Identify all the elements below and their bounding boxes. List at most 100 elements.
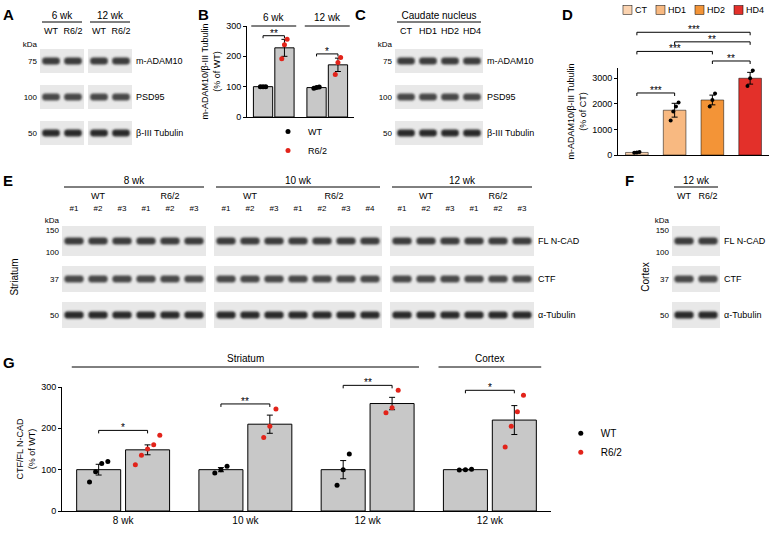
svg-text:**: **: [270, 28, 278, 39]
svg-text:α-Tubulin: α-Tubulin: [538, 310, 575, 320]
svg-text:200: 200: [226, 51, 241, 61]
svg-text:Striatum: Striatum: [9, 258, 20, 295]
svg-text:0: 0: [51, 506, 56, 516]
svg-text:kDa: kDa: [45, 216, 60, 225]
svg-text:FL N-CAD: FL N-CAD: [724, 236, 766, 246]
svg-text:#3: #3: [118, 204, 127, 213]
svg-text:#3: #3: [270, 204, 279, 213]
svg-text:Striatum: Striatum: [227, 353, 264, 364]
svg-text:#4: #4: [366, 204, 375, 213]
svg-text:**: **: [364, 377, 372, 388]
svg-text:D: D: [562, 6, 573, 23]
svg-text:150: 150: [46, 226, 60, 235]
svg-text:WT: WT: [419, 191, 433, 201]
svg-text:R6/2: R6/2: [63, 26, 82, 36]
svg-text:HD2: HD2: [441, 26, 459, 36]
svg-text:#3: #3: [446, 204, 455, 213]
svg-text:m-ADAM10/β-III Tubulin(% of CT: m-ADAM10/β-III Tubulin(% of CT): [566, 63, 588, 159]
svg-text:**: **: [727, 53, 735, 64]
svg-text:R6/2: R6/2: [111, 26, 130, 36]
svg-text:E: E: [3, 172, 13, 189]
svg-text:α-Tubulin: α-Tubulin: [724, 310, 761, 320]
svg-text:3000: 3000: [592, 73, 612, 83]
svg-text:WT: WT: [91, 191, 105, 201]
svg-text:#3: #3: [518, 204, 527, 213]
svg-text:12 wk: 12 wk: [97, 10, 124, 21]
svg-text:R6/2: R6/2: [488, 191, 507, 201]
svg-text:8 wk: 8 wk: [113, 515, 135, 526]
svg-text:Cortex: Cortex: [640, 262, 651, 291]
svg-text:2000: 2000: [592, 99, 612, 109]
svg-text:HD1: HD1: [419, 26, 437, 36]
svg-text:50: 50: [50, 311, 59, 320]
svg-text:kDa: kDa: [378, 40, 393, 49]
svg-text:300: 300: [226, 21, 241, 31]
svg-text:R6/2: R6/2: [324, 191, 343, 201]
svg-text:100: 100: [46, 248, 60, 257]
svg-text:100: 100: [379, 93, 393, 102]
svg-text:B: B: [198, 6, 209, 23]
svg-text:200: 200: [41, 423, 56, 433]
svg-text:12 wk: 12 wk: [314, 12, 341, 23]
svg-text:0: 0: [236, 112, 241, 122]
svg-text:C: C: [355, 6, 366, 23]
svg-text:G: G: [3, 354, 15, 371]
svg-text:37: 37: [660, 275, 669, 284]
svg-text:12 wk: 12 wk: [449, 175, 476, 186]
svg-text:WT: WT: [44, 26, 58, 36]
svg-text:0: 0: [607, 150, 612, 160]
svg-text:150: 150: [656, 226, 670, 235]
svg-text:10 wk: 10 wk: [232, 515, 259, 526]
svg-text:37: 37: [50, 275, 59, 284]
svg-text:WT: WT: [677, 191, 691, 201]
svg-text:Cortex: Cortex: [475, 353, 504, 364]
svg-text:R6/2: R6/2: [160, 191, 179, 201]
svg-text:8 wk: 8 wk: [124, 175, 146, 186]
svg-text:#2: #2: [94, 204, 103, 213]
svg-text:**: **: [241, 396, 249, 407]
svg-text:m-ADAM10: m-ADAM10: [487, 56, 534, 66]
svg-text:#2: #2: [494, 204, 503, 213]
svg-text:12 wk: 12 wk: [477, 515, 504, 526]
svg-text:β-III Tubulin: β-III Tubulin: [136, 128, 183, 138]
svg-text:HD2: HD2: [707, 5, 725, 15]
svg-text:#1: #1: [222, 204, 231, 213]
svg-text:#3: #3: [342, 204, 351, 213]
svg-text:50: 50: [660, 311, 669, 320]
svg-text:***: ***: [650, 85, 662, 96]
svg-text:*: *: [325, 46, 329, 57]
svg-text:75: 75: [28, 57, 37, 66]
svg-text:300: 300: [41, 382, 56, 392]
svg-text:#2: #2: [422, 204, 431, 213]
svg-text:CTF: CTF: [538, 274, 556, 284]
svg-text:75: 75: [383, 57, 392, 66]
svg-text:WT: WT: [243, 191, 257, 201]
svg-text:PSD95: PSD95: [487, 92, 516, 102]
svg-text:*: *: [121, 422, 125, 433]
svg-text:12 wk: 12 wk: [355, 515, 382, 526]
svg-text:*: *: [488, 382, 492, 393]
svg-text:12 wk: 12 wk: [683, 175, 710, 186]
svg-text:CT: CT: [635, 5, 647, 15]
svg-text:***: ***: [669, 43, 681, 54]
svg-text:100: 100: [41, 465, 56, 475]
svg-text:#2: #2: [318, 204, 327, 213]
svg-text:#1: #1: [142, 204, 151, 213]
svg-text:HD4: HD4: [463, 26, 481, 36]
svg-text:kDa: kDa: [655, 216, 670, 225]
svg-text:10 wk: 10 wk: [285, 175, 312, 186]
svg-text:PSD95: PSD95: [136, 92, 165, 102]
svg-text:**: **: [708, 34, 716, 45]
svg-text:A: A: [3, 6, 14, 23]
svg-text:β-III Tubulin: β-III Tubulin: [487, 128, 534, 138]
svg-text:R6/2: R6/2: [601, 447, 623, 458]
svg-text:HD1: HD1: [668, 5, 686, 15]
svg-text:WT: WT: [308, 127, 322, 137]
svg-text:100: 100: [24, 93, 38, 102]
svg-text:#2: #2: [246, 204, 255, 213]
svg-text:#1: #1: [70, 204, 79, 213]
svg-text:#1: #1: [398, 204, 407, 213]
svg-text:CT: CT: [400, 26, 412, 36]
svg-text:#3: #3: [190, 204, 199, 213]
svg-text:***: ***: [688, 24, 700, 35]
